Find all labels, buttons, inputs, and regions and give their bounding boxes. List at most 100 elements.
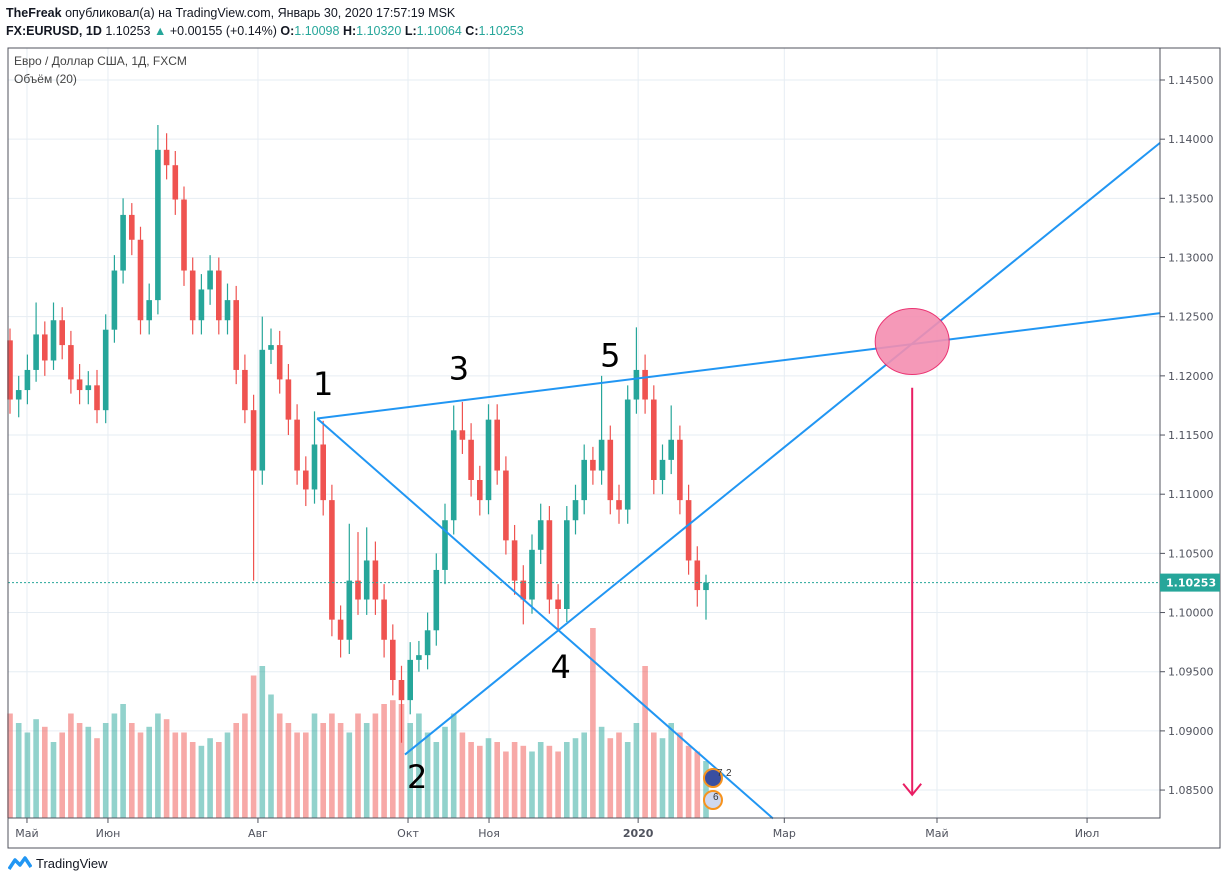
candle-body [529,549,535,600]
candle-body [677,439,683,501]
volume-bar [555,751,561,818]
event-count: 6 [713,792,719,803]
time-tick-label: 2020 [623,827,654,840]
open-value: 1.10098 [294,24,340,38]
wave-label[interactable]: 5 [600,337,620,375]
author[interactable]: TheFreak [6,6,62,20]
trendline[interactable] [316,417,774,820]
volume-bar [459,732,466,818]
price-tick-label: 1.14500 [1168,74,1214,87]
open-label: O: [280,24,295,38]
volume-bar [303,732,309,818]
candle-body [485,419,492,501]
trendline[interactable] [404,141,1161,756]
price-tick-label: 1.08500 [1168,784,1214,797]
volume-bar [250,675,257,818]
candle-body [390,639,396,680]
volume-bar [233,723,239,818]
tradingview-logo-icon [8,856,32,870]
low-value: 1.10064 [416,24,462,38]
volume-bar [390,700,396,818]
price-tick-label: 1.10000 [1168,607,1214,620]
candle-body [68,345,74,380]
volume-bar [146,726,152,818]
volume-bar [537,742,544,818]
candle-body [546,520,553,600]
low-label: L: [404,24,417,38]
volume-bar [677,732,683,818]
candle-body [50,320,57,361]
price-tick-label: 1.10500 [1168,547,1214,560]
volume-bar [320,723,326,818]
volume-bar [355,713,361,818]
volume-bar [703,761,709,818]
candle-body [250,410,257,471]
high-label: H: [342,24,357,38]
eu-flag-icon [703,768,723,788]
candle-body [311,444,318,490]
volume-bar [546,745,553,818]
volume-bar [224,732,231,818]
candle-body [564,520,570,609]
candle-body [616,500,622,510]
volume-bar [172,732,179,818]
time-tick-label: Май [925,827,948,840]
publish-info: опубликовал(а) на TradingView.com, Январ… [65,6,456,20]
ellipse-marker[interactable] [874,308,950,376]
candle-body [129,214,135,240]
volume-bar [68,713,74,818]
candle-body [259,349,266,471]
volume-bar [616,732,622,818]
volume-bar [163,719,170,818]
wave-label[interactable]: 4 [551,648,571,686]
volume-indicator-label[interactable]: Объём (20) [14,72,77,86]
price-tick-label: 1.11000 [1168,488,1214,501]
wave-label[interactable]: 2 [407,758,427,796]
time-tick-label: Июл [1075,827,1100,840]
wave-label[interactable]: 3 [449,350,469,388]
candle-body [633,369,640,400]
candle-body [146,300,152,321]
close-value: 1.10253 [478,24,524,38]
volume-bar [572,738,579,818]
us-flag-icon [703,790,723,810]
price-change: +0.00155 (+0.14%) [169,24,277,38]
wave-label[interactable]: 1 [313,365,333,403]
volume-bar [477,745,483,818]
candle-body [102,329,109,411]
volume-bar [85,726,92,818]
volume-bar [372,713,379,818]
close-label: C: [465,24,479,38]
volume-bar [181,732,187,818]
volume-bar [485,738,492,818]
volume-bar [268,694,274,818]
last-price: 1.10253 [105,24,151,38]
candle-body [590,459,596,471]
price-tick-label: 1.11500 [1168,429,1214,442]
volume-bar [76,723,83,818]
chart-border [7,47,1221,849]
volume-bar [24,732,31,818]
volume-bar [285,723,292,818]
event-count: 7 [717,768,723,779]
candle-body [346,580,353,640]
candle-body [163,149,170,166]
candle-body [207,270,213,290]
trendline[interactable] [316,312,1161,420]
time-tick-label: Окт [397,827,419,840]
volume-bar [651,732,657,818]
brand-name[interactable]: TradingView [36,855,108,871]
price-tick-label: 1.09000 [1168,725,1214,738]
candle-body [642,369,648,400]
price-tick-label: 1.14000 [1168,133,1214,146]
candle-body [268,345,274,350]
candle-body [537,520,544,550]
volume-bar [468,742,474,818]
candle-body [572,500,579,521]
candle-body [24,369,31,391]
candle-body [181,199,187,271]
candle-body [76,379,83,391]
volume-bar [242,713,248,818]
